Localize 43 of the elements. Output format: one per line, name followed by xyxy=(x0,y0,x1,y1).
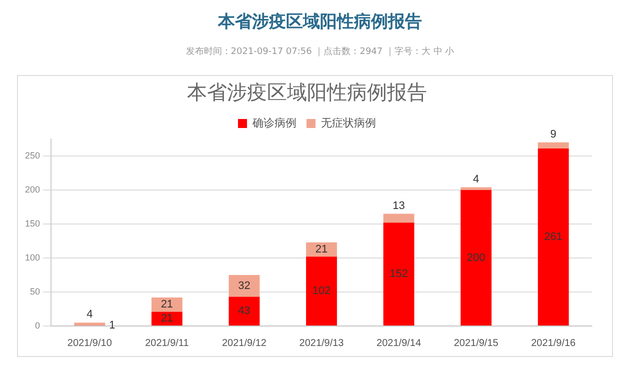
legend-label: 无症状病例 xyxy=(321,116,376,130)
bar xyxy=(306,256,337,326)
y-tick-label: 100 xyxy=(24,252,40,262)
x-tick-label: 2021/9/10 xyxy=(67,338,112,349)
bar xyxy=(538,148,569,326)
bar xyxy=(228,275,260,297)
bar xyxy=(228,296,260,326)
y-tick-label: 250 xyxy=(24,150,40,160)
data-label: 200 xyxy=(466,252,486,264)
bar xyxy=(151,312,182,326)
data-label: 261 xyxy=(544,231,563,244)
text: 本省涉疫区域阳性病例报告 xyxy=(216,11,423,33)
data-label: 152 xyxy=(390,268,408,280)
data-label: 21 xyxy=(315,244,328,256)
data-label: 102 xyxy=(312,285,331,298)
bar xyxy=(538,142,569,149)
y-tick-label: 0 xyxy=(35,320,40,330)
legend-label: 确诊病例 xyxy=(252,116,296,130)
data-label: 4 xyxy=(473,173,480,186)
data-label: 21 xyxy=(160,298,174,311)
bar xyxy=(383,222,414,326)
x-tick-label: 2021/9/11 xyxy=(145,338,190,349)
y-tick-label: 200 xyxy=(24,184,40,194)
y-tick-label: 50 xyxy=(30,286,40,296)
data-label: 9 xyxy=(550,128,556,140)
data-label: 21 xyxy=(160,312,174,325)
x-tick-label: 2021/9/16 xyxy=(531,338,576,349)
data-label: 43 xyxy=(238,305,250,318)
bar xyxy=(460,190,492,326)
bar xyxy=(74,322,106,326)
bar xyxy=(383,214,414,223)
text: 发布时间：2021-09-17 07:56 ｜点击数：2947 ｜字号：大 中 小 xyxy=(184,46,456,58)
bar xyxy=(460,187,492,190)
data-label: 4 xyxy=(86,308,93,321)
data-label: 1 xyxy=(109,319,116,332)
x-tick-label: 2021/9/14 xyxy=(376,338,422,349)
data-label: 13 xyxy=(392,200,405,212)
y-tick-label: 150 xyxy=(24,218,40,228)
x-tick-label: 2021/9/12 xyxy=(222,338,267,349)
x-tick-label: 2021/9/15 xyxy=(454,338,499,349)
data-label: 32 xyxy=(238,280,250,292)
x-tick-label: 2021/9/13 xyxy=(299,338,344,349)
chart-title: 本省涉疫区域阳性病例报告 xyxy=(187,80,427,104)
